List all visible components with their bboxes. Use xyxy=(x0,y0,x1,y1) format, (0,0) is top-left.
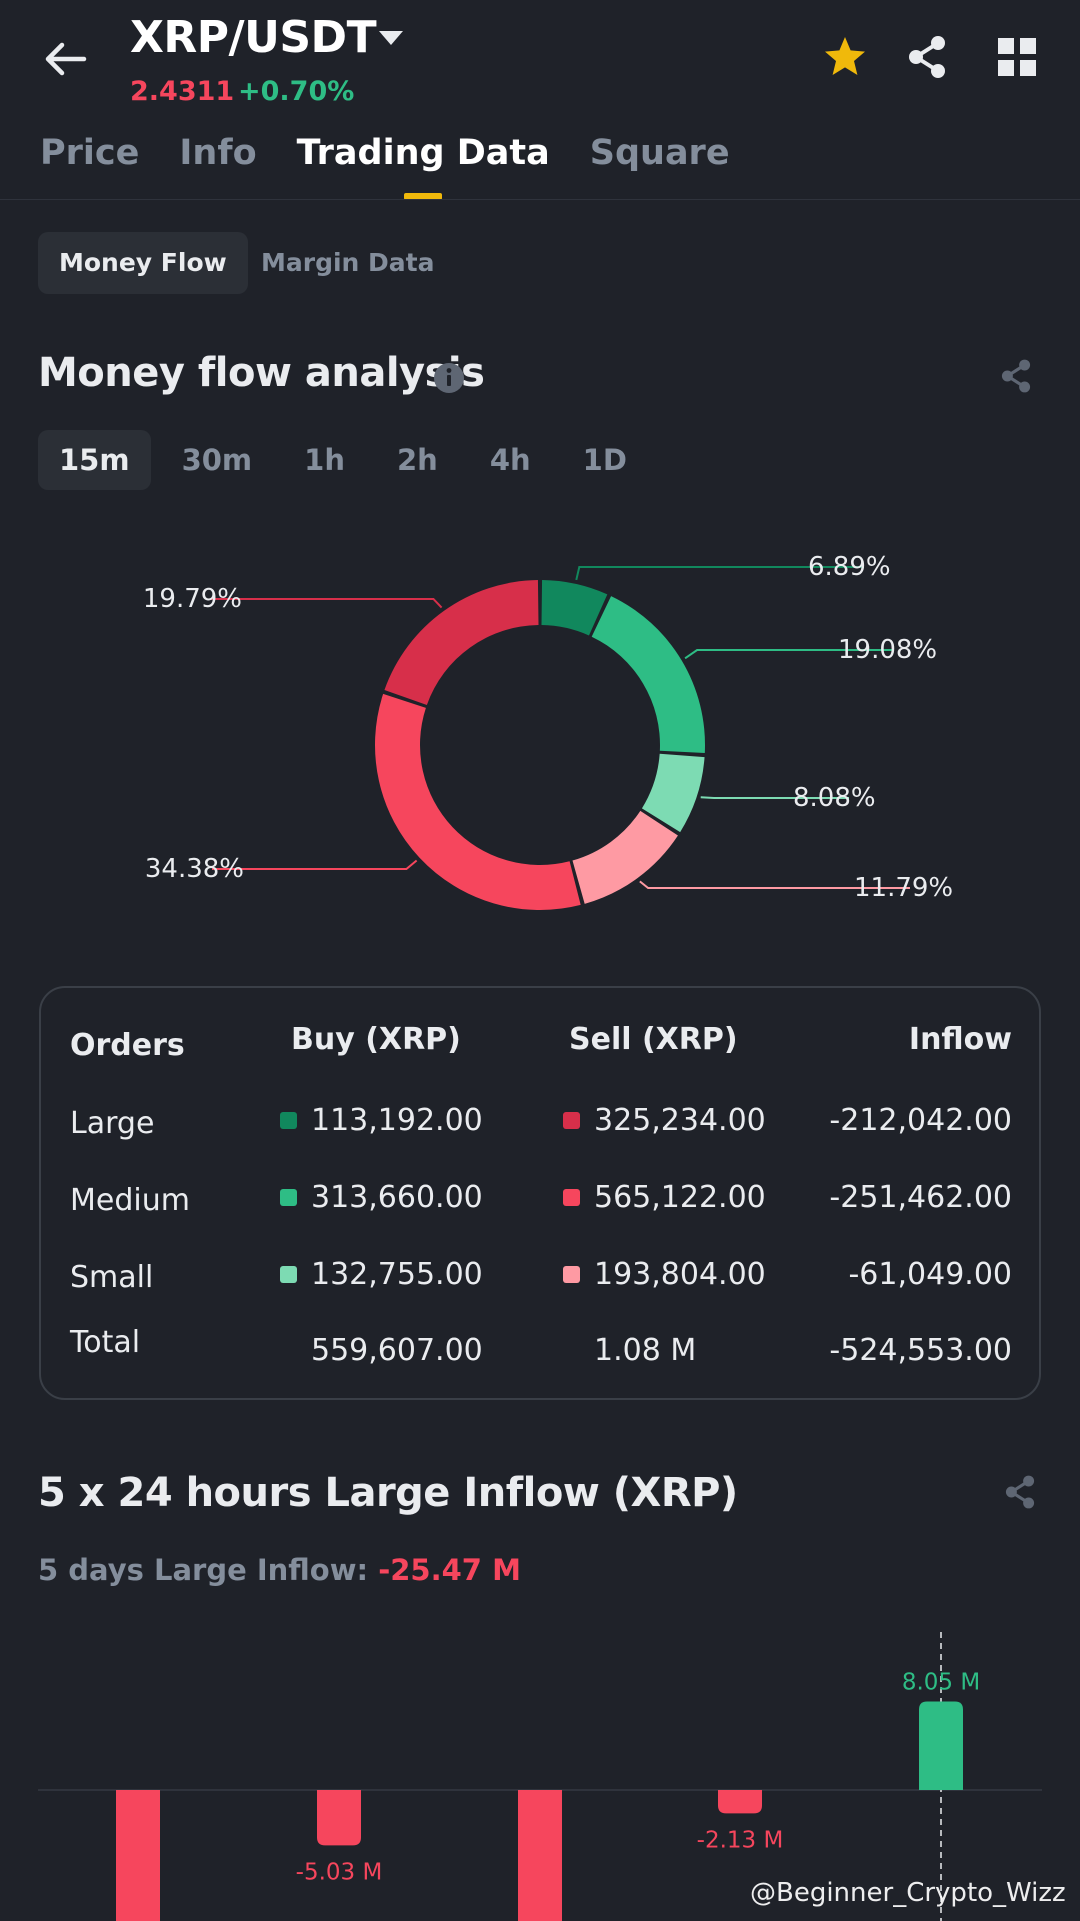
tab-info[interactable]: Info xyxy=(179,133,257,173)
pie-slice-label: 19.79% xyxy=(143,584,242,614)
share-icon[interactable] xyxy=(904,34,950,80)
orders-header: Orders xyxy=(70,1028,185,1063)
pie-leader-line xyxy=(700,796,849,799)
sell-legend-swatch xyxy=(563,1112,580,1129)
large-inflow-bar-chart: -5.03 M -2.13 M 8.05 M xyxy=(38,1632,1042,1921)
pie-slice-label: 11.79% xyxy=(854,873,953,903)
sell-legend-swatch xyxy=(563,1189,580,1206)
inflow-bar xyxy=(317,1790,361,1846)
summary-label: 5 days Large Inflow: xyxy=(38,1553,369,1587)
pie-slice-label: 34.38% xyxy=(145,854,244,884)
pie-slice xyxy=(541,580,608,636)
buy-header: Buy (XRP) xyxy=(291,1022,461,1057)
pie-slice xyxy=(384,580,539,705)
share-icon[interactable] xyxy=(998,358,1034,394)
sell-legend-swatch xyxy=(563,1266,580,1283)
buy-legend-swatch xyxy=(280,1112,297,1129)
inflow-bar xyxy=(518,1790,562,1921)
bar-value-label: -2.13 M xyxy=(697,1827,784,1853)
orders-table xyxy=(39,986,1041,1400)
back-arrow-icon[interactable] xyxy=(40,34,90,84)
time-range-tabs: 15m 30m 1h 2h 4h 1D xyxy=(38,430,658,490)
time-tab-1h[interactable]: 1h xyxy=(304,443,345,477)
share-icon[interactable] xyxy=(1002,1474,1038,1510)
tab-trading-data[interactable]: Trading Data xyxy=(297,130,550,200)
time-tab-30m[interactable]: 30m xyxy=(181,443,253,477)
total-label: Total xyxy=(70,1325,141,1360)
sell-value: 325,234.00 xyxy=(594,1103,766,1138)
pie-slice-label: 8.08% xyxy=(793,783,876,813)
five-day-inflow-summary: 5 days Large Inflow: -25.47 M xyxy=(38,1553,521,1587)
sell-header: Sell (XRP) xyxy=(569,1022,738,1057)
time-tab-2h[interactable]: 2h xyxy=(396,443,438,477)
row-label: Large xyxy=(70,1106,155,1141)
pie-slice-label: 19.08% xyxy=(838,635,937,665)
row-label: Medium xyxy=(70,1183,190,1218)
pie-leader-line xyxy=(684,649,894,660)
buy-value: 313,660.00 xyxy=(311,1180,483,1215)
pie-leader-line xyxy=(210,598,443,609)
money-flow-title: Money flow analysis xyxy=(38,350,485,396)
pie-slice xyxy=(591,596,705,753)
main-tabs: Price Info Trading Data Square xyxy=(40,130,730,200)
sell-value: 193,804.00 xyxy=(594,1257,766,1292)
pie-slice xyxy=(572,810,678,904)
time-tab-1d[interactable]: 1D xyxy=(582,443,627,477)
buy-legend-swatch xyxy=(280,1266,297,1283)
pie-leader-line xyxy=(639,880,910,889)
tab-price[interactable]: Price xyxy=(40,133,140,173)
pie-slice xyxy=(375,693,581,910)
time-tab-15m[interactable]: 15m xyxy=(38,430,151,490)
info-icon[interactable] xyxy=(433,362,465,394)
sell-value: 565,122.00 xyxy=(594,1180,766,1215)
inflow-header: Inflow xyxy=(908,1022,1012,1057)
grid-menu-icon[interactable] xyxy=(994,34,1040,80)
total-sell-value: 1.08 M xyxy=(594,1333,697,1368)
pie-slice xyxy=(641,753,705,833)
money-flow-donut-chart: 6.89% 19.08% 8.08% 11.79% 34.38% 19.79% xyxy=(143,552,953,910)
price-change: +0.70% xyxy=(238,76,355,107)
buy-legend-swatch xyxy=(280,1189,297,1206)
inflow-value: -61,049.00 xyxy=(848,1257,1012,1292)
total-buy-value: 559,607.00 xyxy=(311,1333,483,1368)
tab-square[interactable]: Square xyxy=(589,133,730,173)
subtab-money-flow[interactable]: Money Flow xyxy=(38,232,248,294)
inflow-value: -251,462.00 xyxy=(829,1180,1012,1215)
pie-leader-line xyxy=(212,859,418,870)
subtab-margin-data[interactable]: Margin Data xyxy=(261,248,435,277)
star-icon[interactable] xyxy=(822,34,868,80)
pie-slice-label: 6.89% xyxy=(808,552,891,582)
time-tab-4h[interactable]: 4h xyxy=(489,443,531,477)
tabs-divider xyxy=(0,199,1080,200)
bar-value-label: -5.03 M xyxy=(296,1859,383,1885)
total-inflow-value: -524,553.00 xyxy=(829,1333,1012,1368)
buy-value: 132,755.00 xyxy=(311,1257,483,1292)
summary-value: -25.47 M xyxy=(378,1553,521,1587)
watermark-text: @Beginner_Crypto_Wizz xyxy=(750,1878,1066,1908)
large-inflow-title: 5 x 24 hours Large Inflow (XRP) xyxy=(38,1470,738,1516)
inflow-bar xyxy=(116,1790,160,1921)
row-label: Small xyxy=(70,1260,154,1295)
buy-value: 113,192.00 xyxy=(311,1103,483,1138)
inflow-bar xyxy=(718,1790,762,1814)
pair-title[interactable]: XRP/USDT xyxy=(130,12,377,63)
last-price: 2.4311 xyxy=(130,76,235,107)
pie-leader-line xyxy=(575,566,864,581)
bar-value-label: 8.05 M xyxy=(902,1669,980,1695)
chevron-down-icon[interactable] xyxy=(376,26,406,50)
inflow-bar xyxy=(919,1701,963,1790)
inflow-value: -212,042.00 xyxy=(829,1103,1012,1138)
